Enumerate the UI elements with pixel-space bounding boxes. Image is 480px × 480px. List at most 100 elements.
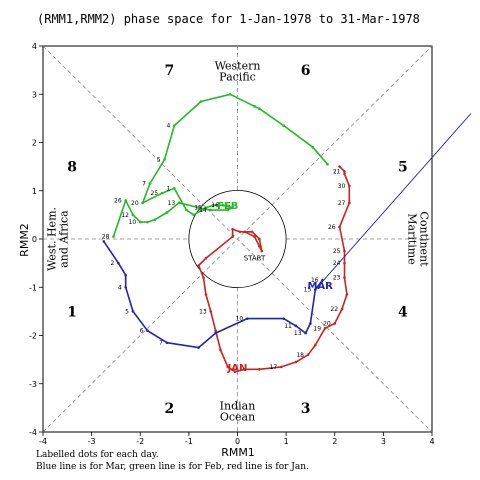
series-point-jan [209, 310, 213, 313]
y-tick-label: -2 [29, 332, 37, 341]
day-label: 13 [294, 330, 302, 337]
day-label: 25 [333, 248, 341, 255]
day-label: 5 [157, 156, 161, 163]
x-tick-label: 0 [235, 437, 240, 446]
region-label-top: Western [215, 59, 261, 72]
series-point-jan [343, 170, 346, 173]
day-label: 13 [168, 200, 176, 207]
y-tick-label: -1 [29, 283, 37, 292]
region-label-left: West. Hem. [45, 207, 58, 271]
day-label: 20 [131, 200, 139, 207]
phase-number-1: 1 [67, 304, 77, 320]
day-label: 2 [111, 260, 115, 267]
series-point-feb [282, 124, 285, 127]
x-tick-label: 1 [284, 437, 289, 446]
series-point-feb [131, 213, 135, 217]
series-point-jan [343, 249, 346, 253]
series-point-mar [165, 341, 169, 345]
y-tick-label: 4 [32, 42, 37, 51]
series-point-jan [338, 225, 341, 229]
month-label-feb: FEB [217, 201, 238, 212]
series-point-jan [238, 230, 242, 234]
day-label: 7 [159, 340, 163, 347]
y-tick-label: 0 [32, 235, 37, 244]
phase-number-3: 3 [301, 401, 311, 417]
day-label: 10 [236, 316, 244, 323]
y-axis-label: RMM2 [18, 223, 31, 257]
y-tick-label: 2 [32, 139, 37, 148]
day-label: 1 [166, 185, 170, 192]
series-point-mar [309, 322, 312, 325]
series-point-feb [199, 100, 203, 103]
series-point-feb [138, 220, 142, 224]
series-point-feb [326, 162, 329, 166]
series-point-jan [333, 322, 337, 325]
day-label: 28 [102, 234, 110, 241]
series-point-jan [343, 261, 346, 265]
series-point-jan [231, 228, 234, 231]
day-label: 19 [313, 325, 321, 332]
day-label: 18 [296, 352, 304, 359]
series-point-feb [209, 208, 213, 212]
phase-number-7: 7 [165, 63, 175, 79]
day-label: 27 [338, 200, 346, 207]
series-point-feb [185, 208, 188, 212]
note-line: Blue line is for Mar, green line is for … [36, 462, 309, 472]
series-point-feb [226, 208, 230, 212]
day-label: 12 [121, 212, 129, 219]
series-point-jan [340, 307, 344, 311]
series-point-mar [146, 329, 149, 332]
x-tick-label: 3 [381, 437, 386, 446]
chart-title: (RMM1,RMM2) phase space for 1-Jan-1978 t… [37, 12, 420, 26]
series-point-mar [294, 324, 298, 328]
day-label: 23 [333, 275, 341, 282]
x-tick-label: -2 [136, 437, 144, 446]
phase-number-8: 8 [67, 160, 77, 176]
series-point-feb [153, 218, 157, 221]
series-point-jan [323, 326, 327, 330]
series-point-jan [348, 184, 351, 188]
series-point-mar [124, 285, 127, 289]
day-label: 4 [118, 284, 122, 291]
series-point-jan [345, 293, 349, 296]
day-label: 17 [270, 364, 278, 371]
series-point-mar [304, 331, 307, 335]
series-point-feb [124, 199, 127, 202]
chart-notes: Labelled dots for each day. Blue line is… [36, 449, 309, 473]
x-tick-label: -1 [185, 437, 193, 446]
day-label: 24 [333, 260, 341, 267]
series-line-feb [112, 93, 329, 237]
day-label: 26 [114, 197, 122, 204]
series-point-jan [348, 201, 351, 205]
region-label-right: Maritime [406, 213, 419, 264]
diagonal-guide [42, 45, 433, 433]
series-point-jan [338, 165, 341, 168]
day-label: 10 [129, 219, 137, 226]
day-label: 25 [150, 190, 158, 197]
series-line-jan [197, 166, 351, 373]
series-point-feb [311, 146, 315, 149]
series-point-feb [165, 211, 169, 214]
month-label-mar: MAR [307, 281, 333, 292]
phase-number-6: 6 [301, 63, 311, 79]
month-label-jan: JAN [227, 363, 248, 374]
unit-circle [188, 189, 287, 289]
day-label: 22 [330, 306, 338, 313]
series-point-feb [177, 201, 181, 205]
series-point-feb [228, 92, 232, 96]
series-point-feb [163, 158, 166, 161]
day-label: 21 [333, 168, 341, 175]
x-tick-label: -3 [88, 437, 96, 446]
series-point-feb [258, 107, 261, 111]
series-point-jan [343, 172, 346, 176]
series-point-jan [260, 249, 264, 253]
series-point-mar [131, 310, 135, 313]
day-label: 7 [142, 181, 146, 188]
series-point-feb [211, 203, 215, 207]
series-point-jan [202, 276, 205, 279]
series-point-feb [197, 206, 200, 209]
series-line-mar [103, 240, 324, 349]
series-point-jan [258, 244, 261, 248]
